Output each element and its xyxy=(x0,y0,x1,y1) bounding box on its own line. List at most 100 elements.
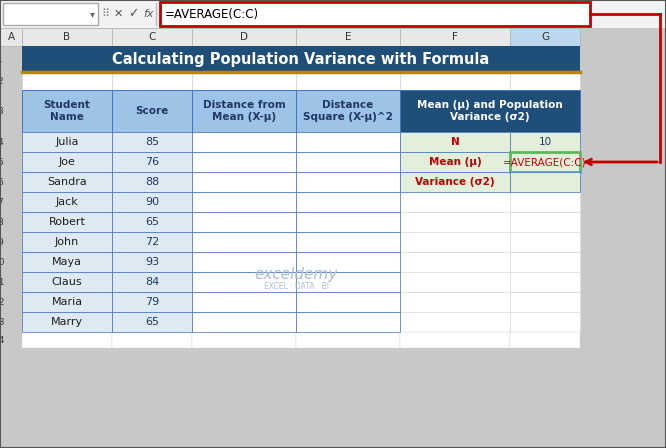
Bar xyxy=(510,172,580,192)
Text: Joe: Joe xyxy=(59,157,75,167)
Text: Marry: Marry xyxy=(51,317,83,327)
Text: Mean (μ): Mean (μ) xyxy=(429,157,482,167)
Text: 84: 84 xyxy=(145,277,159,287)
Text: 65: 65 xyxy=(145,217,159,227)
Bar xyxy=(510,192,580,212)
Text: Robert: Robert xyxy=(49,217,85,227)
Text: 90: 90 xyxy=(145,197,159,207)
Bar xyxy=(112,212,192,232)
Bar xyxy=(22,152,112,172)
Bar xyxy=(510,252,580,272)
Bar xyxy=(192,152,296,172)
Bar xyxy=(510,72,580,90)
Bar xyxy=(192,192,296,212)
Text: Claus: Claus xyxy=(52,277,83,287)
Bar xyxy=(192,72,296,90)
Bar xyxy=(510,292,580,312)
Text: 76: 76 xyxy=(145,157,159,167)
Text: ▾: ▾ xyxy=(89,9,95,19)
Bar xyxy=(112,292,192,312)
Text: Sandra: Sandra xyxy=(47,177,87,187)
Bar xyxy=(510,212,580,232)
Bar xyxy=(510,152,580,172)
Text: 6: 6 xyxy=(0,177,3,186)
Text: 12: 12 xyxy=(0,297,6,306)
Bar xyxy=(112,252,192,272)
Text: Score: Score xyxy=(135,106,168,116)
Bar xyxy=(160,2,590,26)
Text: Maya: Maya xyxy=(52,257,82,267)
Bar xyxy=(400,192,510,212)
Bar xyxy=(400,28,510,46)
Bar xyxy=(192,172,296,192)
Text: 2: 2 xyxy=(0,77,3,86)
Bar xyxy=(400,132,510,152)
Bar xyxy=(22,132,112,152)
Bar xyxy=(296,90,400,132)
Text: 10: 10 xyxy=(538,137,551,147)
Bar xyxy=(400,252,510,272)
Bar xyxy=(296,312,400,332)
Bar xyxy=(22,90,112,132)
Text: Student
Name: Student Name xyxy=(43,100,91,122)
Bar xyxy=(296,292,400,312)
Bar xyxy=(296,72,400,90)
Bar xyxy=(3,3,98,25)
Bar xyxy=(22,28,112,46)
Bar xyxy=(192,292,296,312)
Text: Calculating Population Variance with Formula: Calculating Population Variance with For… xyxy=(113,52,490,66)
Text: 79: 79 xyxy=(145,297,159,307)
Text: ⠿: ⠿ xyxy=(101,9,109,19)
Bar xyxy=(22,272,112,292)
Bar xyxy=(192,252,296,272)
Bar xyxy=(112,28,192,46)
Text: 8: 8 xyxy=(0,217,3,227)
Bar xyxy=(22,172,112,192)
Bar xyxy=(192,90,296,132)
Text: Julia: Julia xyxy=(55,137,79,147)
Text: 14: 14 xyxy=(0,336,6,345)
Bar xyxy=(296,28,400,46)
Bar xyxy=(112,152,192,172)
Bar xyxy=(400,212,510,232)
Bar xyxy=(400,232,510,252)
Bar xyxy=(400,172,510,192)
Text: 3: 3 xyxy=(0,107,3,116)
Bar xyxy=(22,312,112,332)
Bar xyxy=(112,192,192,212)
Bar xyxy=(400,312,510,332)
Text: 11: 11 xyxy=(0,277,6,287)
Text: B: B xyxy=(63,32,71,42)
Text: John: John xyxy=(55,237,79,247)
Text: C: C xyxy=(149,32,156,42)
Text: 9: 9 xyxy=(0,237,3,246)
Bar xyxy=(192,28,296,46)
Bar xyxy=(296,332,400,348)
Bar xyxy=(192,132,296,152)
Bar xyxy=(400,292,510,312)
Bar xyxy=(192,272,296,292)
Bar xyxy=(510,312,580,332)
Bar xyxy=(296,272,400,292)
Bar xyxy=(296,212,400,232)
Text: 93: 93 xyxy=(145,257,159,267)
Bar xyxy=(296,252,400,272)
Bar xyxy=(112,232,192,252)
Bar xyxy=(400,72,510,90)
Bar xyxy=(510,332,580,348)
Bar xyxy=(22,332,112,348)
Text: F: F xyxy=(452,32,458,42)
Bar xyxy=(112,132,192,152)
Bar xyxy=(296,172,400,192)
Bar xyxy=(112,272,192,292)
Text: 1: 1 xyxy=(0,55,3,64)
Bar xyxy=(112,312,192,332)
Bar xyxy=(296,132,400,152)
Bar xyxy=(510,272,580,292)
Bar xyxy=(0,28,22,46)
Bar xyxy=(192,212,296,232)
Bar xyxy=(192,232,296,252)
Text: 10: 10 xyxy=(0,258,6,267)
Text: exceldemy: exceldemy xyxy=(254,267,338,281)
Bar xyxy=(112,332,192,348)
